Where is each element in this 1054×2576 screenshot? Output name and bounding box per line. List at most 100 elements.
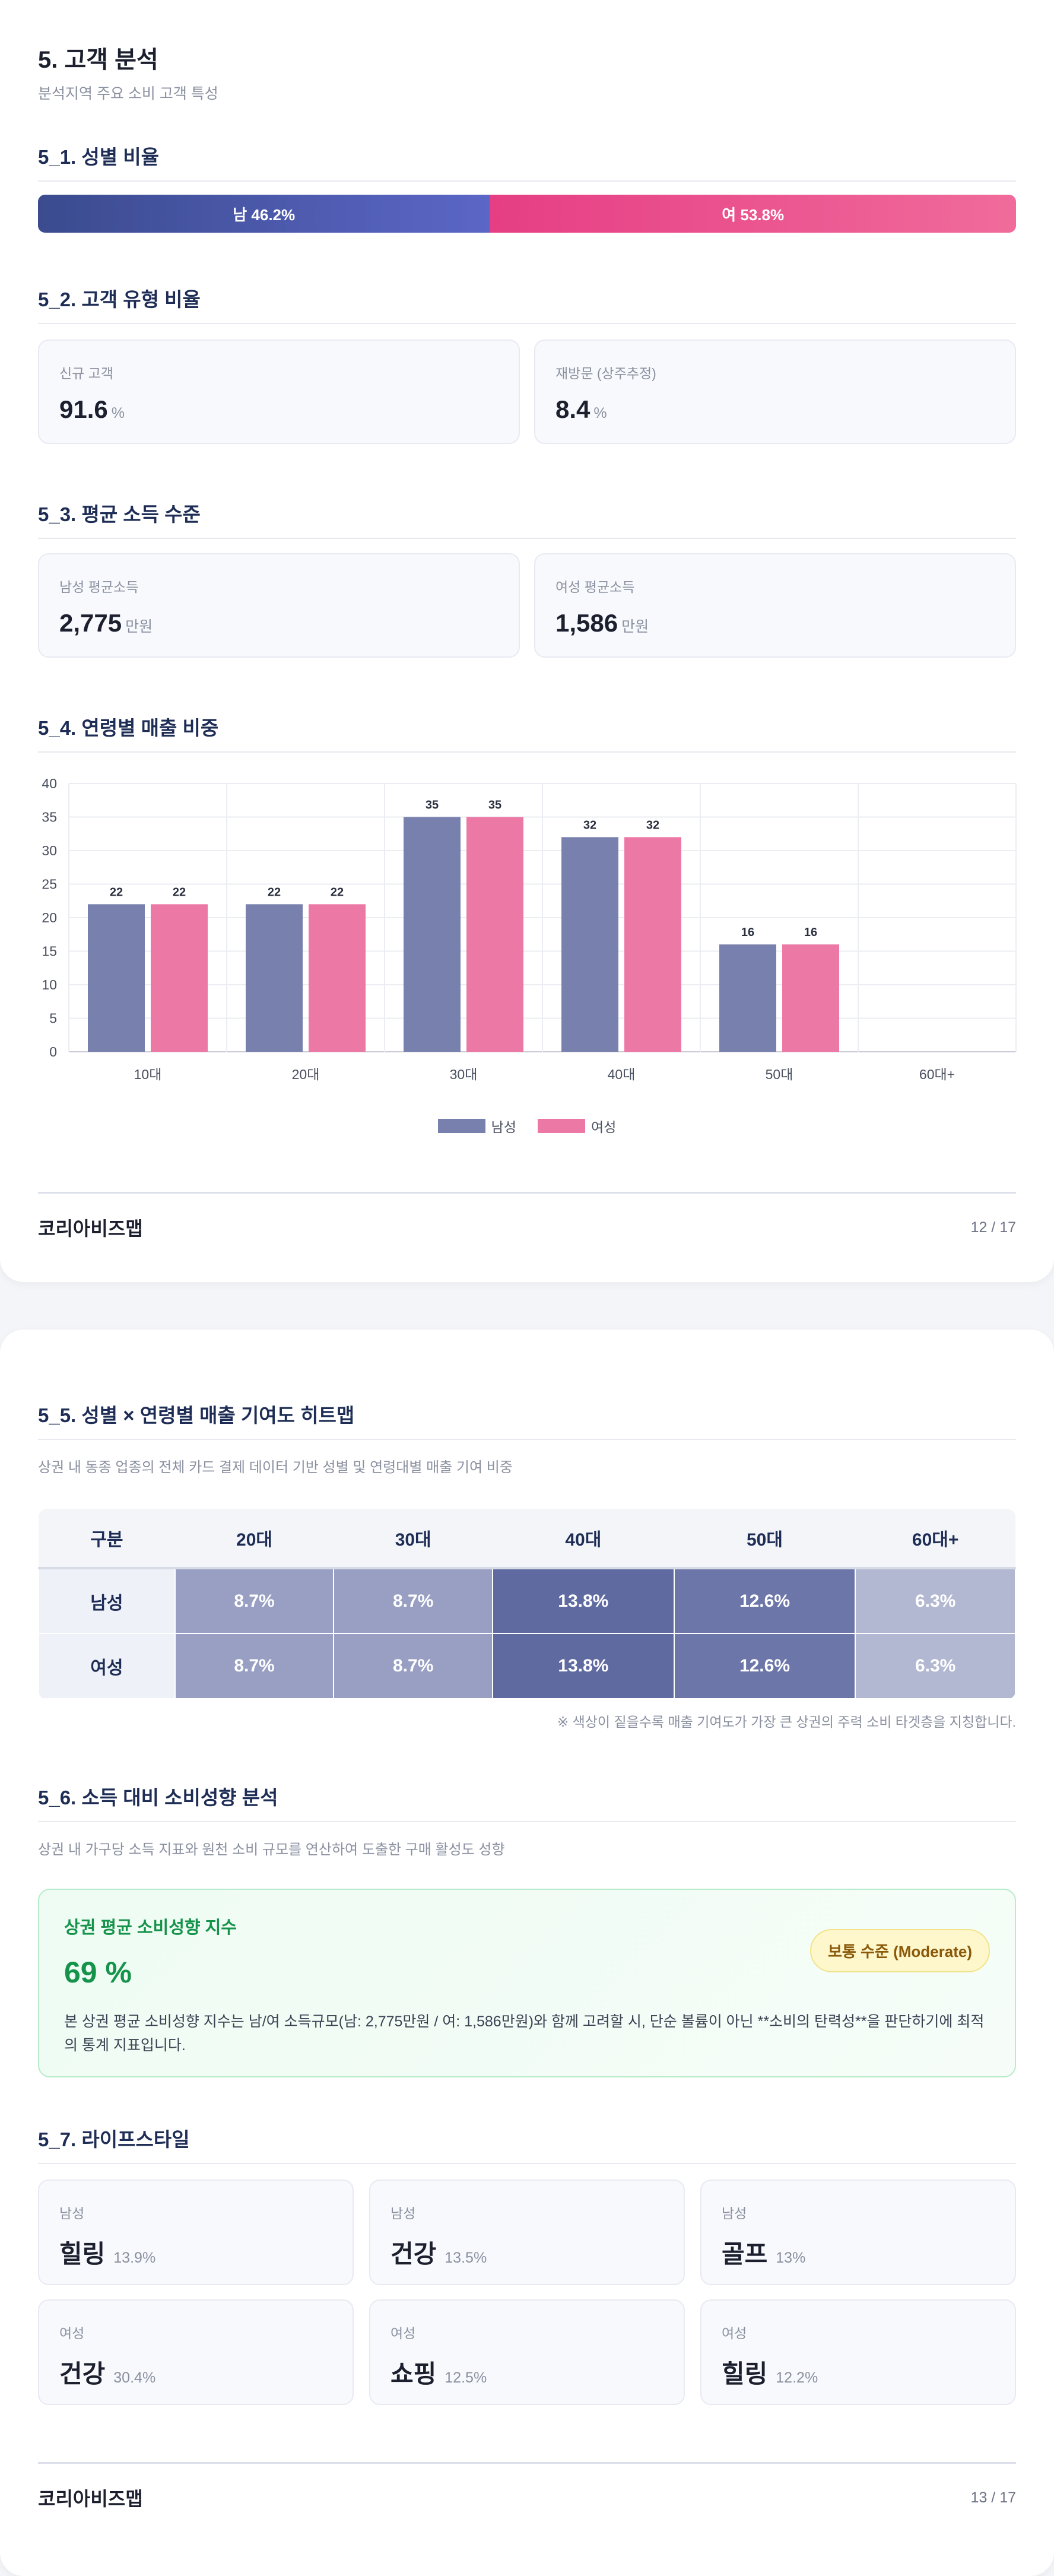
column-header: 60대+ [855, 1509, 1015, 1568]
heatmap-heading: 5_5. 성별 × 연령별 매출 기여도 히트맵 [38, 1400, 1016, 1440]
propensity-heading: 5_6. 소득 대비 소비성향 분석 [38, 1782, 1016, 1822]
new-customer-card: 신규 고객 91.6 % [38, 340, 520, 444]
page-footer: 코리아비즈맵 12 / 17 [38, 1192, 1016, 1241]
stat-unit: 만원 [621, 618, 649, 635]
column-header: 구분 [39, 1509, 175, 1568]
lifestyle-card: 남성 건강 13.5% [369, 2180, 685, 2285]
bar-male [561, 837, 618, 1052]
heat-cell: 8.7% [333, 1568, 494, 1634]
legend-item-male: 남성 [437, 1116, 516, 1136]
heat-cell: 12.6% [673, 1633, 856, 1699]
propensity-card-title: 상권 평균 소비성향 지수 [64, 1918, 237, 1937]
gender-ratio-bar: 남 46.2% 여 53.8% [38, 195, 1016, 233]
heat-cell: 8.7% [333, 1633, 494, 1699]
stat-label: 신규 고객 [59, 366, 114, 381]
lifestyle-name: 건강 [391, 2240, 437, 2268]
row-label: 여성 [38, 1633, 176, 1699]
age-sales-heading: 5_4. 연령별 매출 비중 [38, 712, 1016, 753]
data-label: 35 [488, 799, 501, 812]
page-footer: 코리아비즈맵 13 / 17 [38, 2462, 1016, 2511]
heat-cell: 6.3% [855, 1568, 1016, 1634]
lifestyle-pct: 13% [776, 2250, 806, 2266]
male-income-card: 남성 평균소득 2,775 만원 [38, 553, 520, 658]
y-tick-label: 10 [42, 977, 57, 992]
heatmap-note: ※ 색상이 짙을수록 매출 기여도가 가장 큰 상권의 주력 소비 타겟층을 지… [557, 1714, 1016, 1730]
legend-swatch [437, 1119, 485, 1133]
x-tick-label: 40대 [608, 1067, 636, 1082]
stat-label: 재방문 (상주추정) [555, 366, 656, 381]
legend-swatch [538, 1119, 585, 1133]
customer-type-heading: 5_2. 고객 유형 비율 [38, 284, 1016, 324]
lifestyle-heading: 5_7. 라이프스타일 [38, 2124, 1016, 2164]
lifestyle-name: 건강 [59, 2360, 106, 2388]
propensity-card: 상권 평균 소비성향 지수 69 % 보통 수준 (Moderate) 본 상권… [38, 1889, 1016, 2077]
propensity-description: 상권 내 가구당 소득 지표와 원천 소비 규모를 연산하여 도출한 구매 활성… [38, 1842, 505, 1858]
footer-brand: 코리아비즈맵 [38, 1218, 143, 1239]
heatmap-row-female: 여성 8.7% 8.7% 13.8% 12.6% 6.3% [38, 1633, 1016, 1699]
lifestyle-gender: 남성 [722, 2206, 747, 2221]
page-number: 13 / 17 [970, 2489, 1016, 2506]
lifestyle-gender: 여성 [59, 2326, 85, 2341]
bar-male [404, 817, 461, 1052]
data-label: 22 [110, 886, 123, 899]
lifestyle-pct: 13.9% [113, 2250, 156, 2266]
lifestyle-pct: 30.4% [113, 2369, 156, 2386]
y-tick-label: 5 [49, 1011, 57, 1026]
male-segment: 남 46.2% [38, 195, 490, 233]
stat-unit: 만원 [125, 618, 153, 635]
bar-female [782, 944, 839, 1052]
column-header: 40대 [493, 1509, 674, 1568]
heat-cell: 8.7% [174, 1568, 335, 1634]
bar-male [88, 904, 145, 1052]
y-tick-label: 20 [42, 910, 57, 925]
lifestyle-name: 힐링 [722, 2360, 768, 2388]
returning-customer-card: 재방문 (상주추정) 8.4 % [534, 340, 1016, 444]
female-segment: 여 53.8% [490, 195, 1016, 233]
lifestyle-pct: 12.2% [776, 2369, 818, 2386]
stat-value: 1,586 [555, 609, 618, 637]
lifestyle-name: 힐링 [59, 2240, 106, 2268]
column-header: 50대 [674, 1509, 856, 1568]
heat-cell: 13.8% [492, 1633, 675, 1699]
propensity-explanation: 본 상권 평균 소비성향 지수는 남/여 소득규모(남: 2,775만원 / 여… [64, 2013, 985, 2054]
data-label: 35 [426, 799, 439, 812]
lifestyle-name: 쇼핑 [391, 2360, 437, 2388]
age-sales-bar-chart: 0 5 10 15 20 25 30 35 40 22 22 10대 22 22 20대 35 35 30대 32 3… [42, 776, 1017, 1082]
data-label: 16 [741, 926, 754, 939]
gender-ratio-heading: 5_1. 성별 비율 [38, 141, 1016, 182]
bar-female [151, 904, 208, 1052]
y-tick-label: 15 [42, 944, 57, 959]
section-subtitle: 분석지역 주요 소비 고객 특성 [38, 85, 218, 102]
income-level-heading: 5_3. 평균 소득 수준 [38, 499, 1016, 539]
stat-unit: % [111, 405, 125, 421]
y-tick-label: 40 [42, 776, 57, 791]
column-header: 30대 [334, 1509, 493, 1568]
column-header: 20대 [174, 1509, 334, 1568]
page-number: 12 / 17 [970, 1219, 1016, 1236]
lifestyle-gender: 여성 [391, 2326, 416, 2341]
lifestyle-pct: 12.5% [445, 2369, 487, 2386]
lifestyle-card: 여성 쇼핑 12.5% [369, 2299, 685, 2405]
data-label: 32 [583, 819, 596, 832]
lifestyle-gender: 남성 [59, 2206, 85, 2221]
data-label: 22 [268, 886, 281, 899]
lifestyle-pct: 13.5% [445, 2250, 487, 2266]
bar-male [719, 944, 776, 1052]
legend-label: 남성 [491, 1119, 516, 1135]
heat-cell: 6.3% [855, 1633, 1016, 1699]
lifestyle-gender: 여성 [722, 2326, 747, 2341]
y-tick-label: 0 [49, 1044, 57, 1059]
row-label: 남성 [38, 1568, 176, 1634]
lifestyle-card: 남성 골프 13% [700, 2180, 1016, 2285]
stat-label: 남성 평균소득 [59, 579, 139, 595]
female-income-card: 여성 평균소득 1,586 만원 [534, 553, 1016, 658]
x-tick-label: 50대 [766, 1067, 793, 1082]
stat-value: 2,775 [59, 609, 122, 637]
bar-male [246, 904, 303, 1052]
y-tick-label: 30 [42, 843, 57, 858]
heat-cell: 8.7% [174, 1633, 335, 1699]
lifestyle-card: 여성 힐링 12.2% [700, 2299, 1016, 2405]
propensity-value: 69 % [64, 1956, 132, 1989]
footer-brand: 코리아비즈맵 [38, 2488, 143, 2510]
lifestyle-card: 남성 힐링 13.9% [38, 2180, 354, 2285]
